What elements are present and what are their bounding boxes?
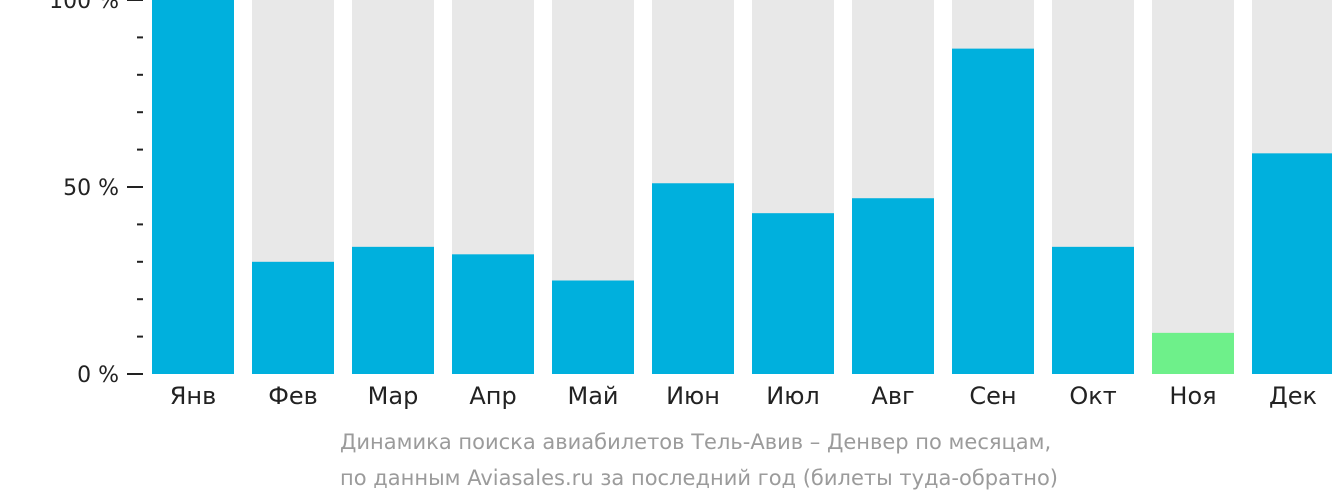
- y-tick-label: 0 %: [77, 363, 119, 388]
- x-tick-label: Сен: [969, 382, 1016, 410]
- bar-6: [652, 183, 734, 374]
- x-axis-labels: Янв Фев Мар Апр Май Июн Июл Авг Сен Окт Ноя Дек: [170, 382, 1317, 410]
- bar-10: [1052, 246, 1134, 374]
- x-tick-label: Июн: [666, 382, 720, 410]
- x-tick-label: Мар: [368, 382, 419, 410]
- bar-1: [152, 0, 234, 374]
- x-tick-label: Май: [567, 382, 618, 410]
- y-tick-label: 100 %: [49, 0, 119, 14]
- y-tick-label: 50 %: [63, 176, 119, 201]
- x-tick-label: Авг: [871, 382, 914, 410]
- chart-caption-line-1: Динамика поиска авиабилетов Тель-Авив – …: [340, 430, 1052, 454]
- x-tick-label: Дек: [1269, 382, 1317, 410]
- x-tick-label: Фев: [268, 382, 318, 410]
- y-axis: 100 % 50 % 0 %: [49, 0, 143, 388]
- x-tick-label: Июл: [766, 382, 820, 410]
- x-tick-label: Апр: [469, 382, 516, 410]
- bar-12: [1252, 153, 1332, 374]
- monthly-search-bar-chart: 100 % 50 % 0 % Янв Фев Мар Апр Май Июн Июл Авг Сен…: [49, 0, 1332, 410]
- bar-11: [1152, 332, 1234, 374]
- bar-8: [852, 198, 934, 374]
- bar-5: [552, 280, 634, 374]
- bar-9: [952, 48, 1034, 375]
- x-tick-label: Ноя: [1169, 382, 1216, 410]
- chart-caption-line-2: по данным Aviasales.ru за последний год …: [340, 466, 1058, 490]
- bar-2: [252, 261, 334, 374]
- bar-3: [352, 246, 434, 374]
- value-bars: [152, 0, 1332, 375]
- x-tick-label: Окт: [1069, 382, 1116, 410]
- bar-4: [452, 254, 534, 374]
- bar-7: [752, 213, 834, 374]
- x-tick-label: Янв: [170, 382, 217, 410]
- background-bar: [1152, 0, 1234, 374]
